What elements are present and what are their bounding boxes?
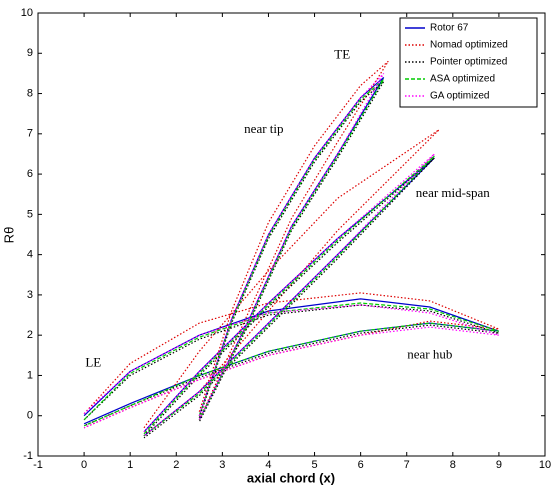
y-tick-label: 10: [21, 7, 33, 19]
legend-label: GA optimized: [430, 91, 489, 102]
annotation: near mid-span: [416, 185, 491, 200]
x-tick-label: 9: [496, 459, 502, 471]
y-tick-label: 7: [27, 128, 33, 140]
annotation: near hub: [407, 346, 452, 361]
x-tick-label: 6: [358, 459, 364, 471]
annotation: TE: [334, 46, 350, 61]
y-tick-label: 8: [27, 87, 33, 99]
series-line: [83, 81, 500, 439]
y-tick-label: 4: [27, 249, 33, 261]
annotation: LE: [85, 354, 101, 369]
legend: Rotor 67 Nomad optimized Pointer optimized…: [399, 17, 538, 108]
y-tick-label: 1: [27, 369, 33, 381]
y-tick-label: 6: [27, 168, 33, 180]
legend-label: Rotor 67: [430, 23, 469, 34]
y-tick-label: -1: [23, 450, 33, 462]
y-tick-label: 5: [27, 208, 33, 220]
x-tick-label: 4: [265, 459, 271, 471]
legend-label: ASA optimized: [430, 74, 495, 85]
legend-label: Pointer optimized: [430, 57, 507, 68]
y-tick-label: 9: [27, 47, 33, 59]
x-tick-label: 1: [127, 459, 133, 471]
x-tick-label: -1: [33, 459, 43, 471]
x-tick-label: 5: [311, 459, 317, 471]
x-tick-label: 8: [450, 459, 456, 471]
legend-label: Nomad optimized: [430, 40, 508, 51]
series-line: [83, 78, 500, 437]
y-tick-label: 2: [27, 329, 33, 341]
y-axis-label: Rθ: [1, 227, 16, 244]
series-line: [83, 60, 500, 437]
x-tick-label: 2: [173, 459, 179, 471]
x-tick-label: 7: [404, 459, 410, 471]
x-tick-label: 0: [81, 459, 87, 471]
y-tick-label: 3: [27, 289, 33, 301]
x-tick-label: 10: [539, 459, 551, 471]
annotation: near tip: [244, 121, 283, 136]
series-line: [83, 72, 500, 437]
y-tick-label: 0: [27, 410, 33, 422]
x-axis-label: axial chord (x): [247, 470, 335, 485]
x-tick-label: 3: [219, 459, 225, 471]
